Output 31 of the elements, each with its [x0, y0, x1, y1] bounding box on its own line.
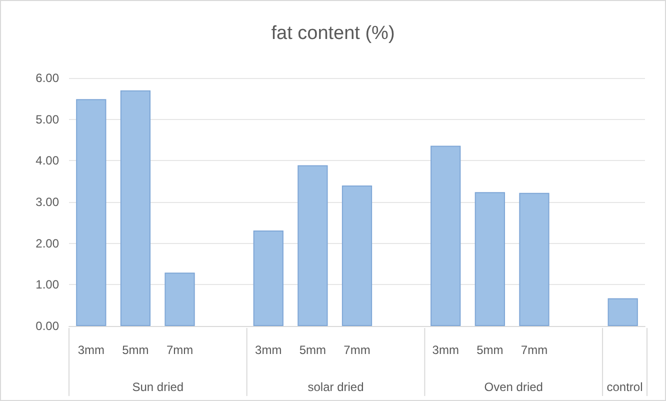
bar: [253, 230, 284, 326]
y-tick-label: 4.00: [36, 154, 60, 168]
bar: [76, 99, 106, 326]
text: solar dried: [308, 380, 364, 394]
bar: [519, 192, 550, 326]
bar: [342, 185, 372, 326]
y-tick-label: 3.00: [36, 195, 60, 209]
bar: [474, 192, 505, 326]
x-tick-label: 5mm: [122, 343, 149, 357]
y-tick-label: 1.00: [36, 278, 60, 292]
x-tick-label: 7mm: [166, 343, 194, 357]
y-tick-label: 6.00: [36, 71, 60, 85]
y-tick-label: 0.00: [36, 319, 60, 333]
x-tick-label: 3mm: [432, 343, 459, 357]
bar: [298, 165, 328, 326]
bar: [164, 272, 195, 326]
x-tick-label: 5mm: [299, 343, 326, 357]
x-tick-label: 3mm: [78, 343, 104, 357]
text: Oven dried: [484, 380, 543, 394]
y-tick-label: 5.00: [36, 112, 60, 126]
x-tick-label: 7mm: [520, 343, 548, 357]
chart-title: fat content (%): [271, 23, 395, 44]
x-tick-label: 3mm: [255, 343, 282, 357]
bar: [430, 146, 461, 326]
y-tick-label: 2.00: [36, 236, 60, 250]
text: Sun dried: [132, 380, 184, 394]
bar: [608, 298, 638, 326]
x-tick-label: 7mm: [344, 343, 370, 357]
x-tick-label: 5mm: [476, 343, 504, 357]
bar: [120, 90, 151, 326]
text: control: [606, 380, 643, 394]
